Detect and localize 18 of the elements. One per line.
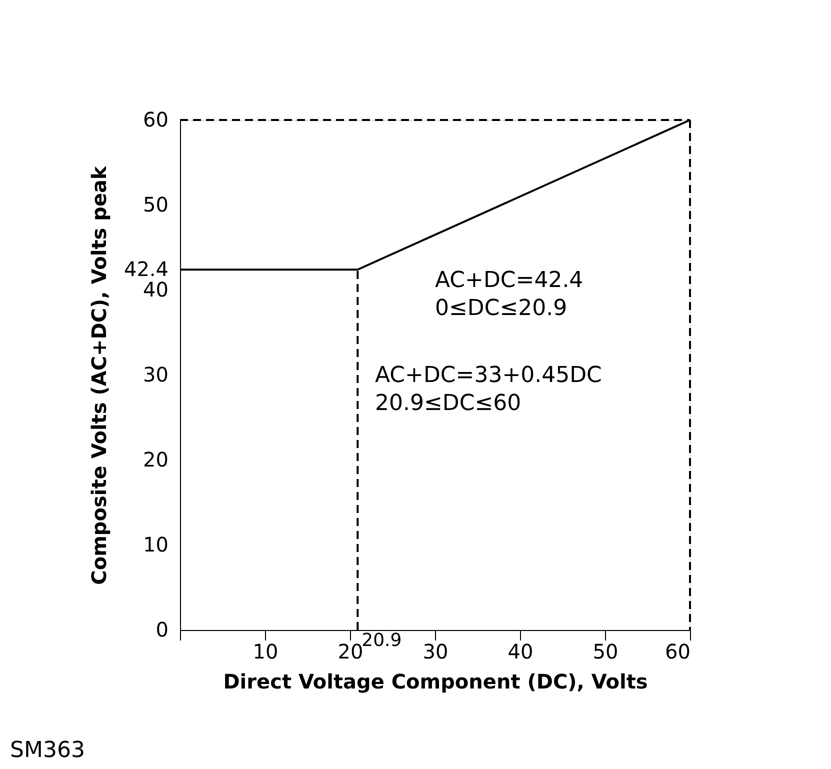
x-tick-label: 20 bbox=[338, 640, 364, 664]
y-tick-label: 60 bbox=[143, 108, 168, 132]
x-tick-label: 10 bbox=[252, 640, 278, 664]
x-tick-label: 40 bbox=[508, 640, 534, 664]
annotation: AC+DC=33+0.45DC 20.9≤DC≤60 bbox=[375, 363, 602, 416]
y-tick-label: 30 bbox=[143, 362, 168, 386]
y-tick-label: 50 bbox=[143, 192, 168, 216]
annotation: 20.9 bbox=[362, 630, 402, 651]
x-tick-label: 60 bbox=[665, 640, 690, 664]
y-tick-label: 0 bbox=[156, 618, 168, 642]
text: SM363 bbox=[10, 738, 85, 763]
x-axis-title: Direct Voltage Component (DC), Volts bbox=[223, 670, 648, 694]
y-tick-label: 10 bbox=[143, 532, 168, 556]
y-axis-title: Composite Volts (AC+DC), Volts peak bbox=[86, 165, 111, 585]
x-tick-label: 50 bbox=[592, 640, 618, 664]
annotation: AC+DC=42.4 0≤DC≤20.9 bbox=[435, 268, 584, 321]
y-tick-label: 20 bbox=[143, 448, 168, 472]
x-tick-label: 30 bbox=[422, 640, 448, 664]
